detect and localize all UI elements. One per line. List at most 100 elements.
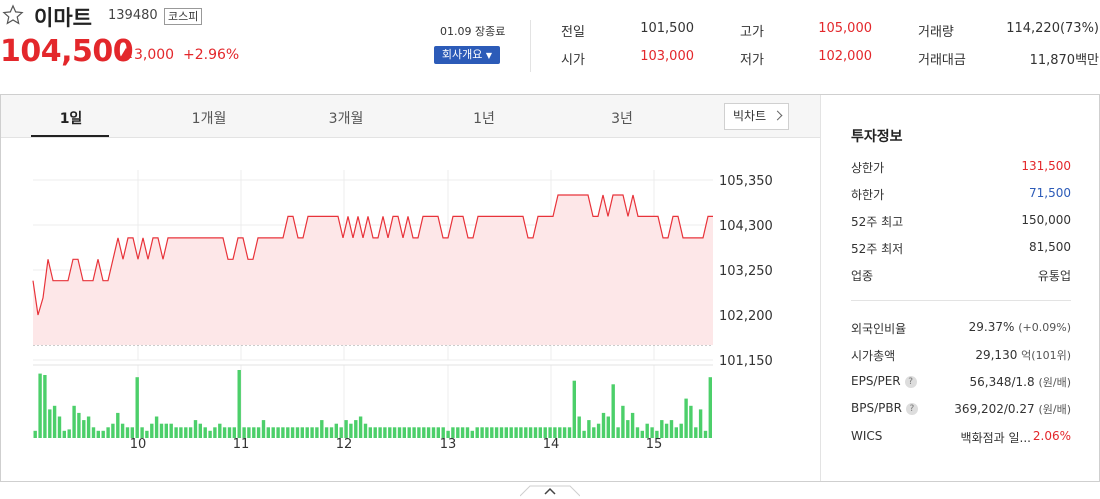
volume-bar — [52, 405, 57, 438]
volume-bar — [582, 430, 586, 438]
wics-value[interactable]: 백화점과 일... — [960, 431, 1031, 445]
up-triangle-icon — [120, 48, 132, 58]
volume-bar — [135, 377, 139, 438]
y-tick-label: 104,300 — [719, 219, 773, 234]
x-tick-label: 12 — [336, 437, 353, 452]
prev-close-label: 전일 — [561, 25, 585, 40]
big-chart-button[interactable]: 빅차트 — [724, 103, 789, 130]
volume-bar — [276, 427, 280, 438]
tab-3year[interactable]: 3년 — [611, 111, 633, 127]
volume-bar — [184, 427, 188, 438]
volume-bar — [407, 427, 411, 438]
market-cap-rank: (101위) — [1031, 349, 1071, 362]
stock-code: 139480 — [108, 8, 158, 23]
tab-1day[interactable]: 1일 — [59, 111, 83, 127]
volume-bar — [91, 427, 96, 438]
volume-bar — [592, 427, 596, 438]
eps-per-label-text: EPS/PER — [851, 374, 901, 388]
market-cap-label: 시가총액 — [851, 349, 896, 363]
market-cap-value: 29,130 억(101위) — [975, 347, 1071, 363]
volume-bar — [596, 423, 601, 438]
volume-bar — [48, 409, 52, 438]
52w-high-value: 150,000 — [1021, 213, 1071, 227]
volume-bar — [227, 427, 232, 438]
info-row-foreign-ratio: 외국인비율 29.37% (+0.09%) — [851, 320, 1071, 338]
chevron-right-icon — [772, 110, 783, 121]
volume-bar — [363, 423, 368, 438]
tab-1month[interactable]: 1개월 — [191, 111, 227, 127]
volume-bar — [261, 420, 266, 438]
tab-3month[interactable]: 3개월 — [328, 111, 364, 127]
sector-value: 유통업 — [1037, 269, 1071, 283]
volume-bar — [57, 416, 62, 438]
volume-bar — [587, 420, 591, 438]
bps-pbr-value: 369,202/0.27 (원/배) — [954, 401, 1071, 417]
volume-bar — [669, 420, 674, 438]
volume-value: 114,220(73%) — [1006, 21, 1099, 36]
volume-bar — [528, 427, 533, 438]
volume-bar — [266, 427, 270, 438]
volume-bar — [305, 427, 309, 438]
volume-bar — [698, 409, 703, 438]
y-tick-label: 102,200 — [719, 309, 773, 324]
volume-bar — [300, 427, 304, 438]
volume-bar — [232, 427, 236, 438]
price-change-rate: +2.96% — [183, 47, 240, 63]
volume-bar — [548, 427, 552, 438]
volume-bar — [446, 430, 450, 438]
volume-bar — [150, 423, 154, 438]
volume-bar — [174, 427, 178, 438]
info-row-wics: WICS 백화점과 일... 2.06% — [851, 429, 1071, 447]
collapse-chevron-icon[interactable] — [520, 482, 580, 497]
volume-bar — [290, 427, 295, 438]
volume-bar — [67, 429, 71, 438]
volume-bar — [524, 427, 528, 438]
volume-bar — [286, 427, 290, 438]
help-icon[interactable]: ? — [904, 376, 917, 388]
info-row-52w-low: 52주 최저 81,500 — [851, 240, 1071, 258]
volume-bar — [402, 427, 406, 438]
price-line — [32, 194, 713, 316]
volume-bar — [475, 427, 479, 438]
bps-pbr-number: 369,202/0.27 — [954, 402, 1035, 416]
volume-bar — [252, 427, 256, 438]
volume-bar — [703, 430, 708, 438]
eps-per-unit: (원/배) — [1038, 376, 1071, 389]
bps-pbr-label-text: BPS/PBR — [851, 401, 902, 415]
info-row-52w-high: 52주 최고 150,000 — [851, 213, 1071, 231]
foreign-ratio-value: 29.37% (+0.09%) — [969, 320, 1071, 334]
help-icon[interactable]: ? — [905, 403, 918, 415]
bps-pbr-label: BPS/PBR? — [851, 401, 918, 415]
x-tick-label: 10 — [130, 437, 147, 452]
company-overview-button[interactable]: 회사개요 ▼ — [434, 46, 500, 64]
x-tick-label: 13 — [440, 437, 457, 452]
favorite-star-icon[interactable] — [2, 4, 24, 26]
volume-bar — [354, 420, 358, 438]
volume-bar — [543, 427, 547, 438]
volume-bar — [388, 427, 392, 438]
volume-bar — [334, 423, 338, 438]
big-chart-label: 빅차트 — [733, 109, 767, 123]
volume-bar — [538, 427, 542, 438]
info-row-sector: 업종 유통업 — [851, 267, 1071, 285]
caret-down-icon: ▼ — [485, 51, 493, 60]
volume-bar — [373, 427, 377, 438]
volume-bar — [441, 427, 445, 438]
volume-bar — [140, 427, 144, 438]
price-chart[interactable]: 105,350 104,300 103,250 102,200 101,150 10 11 1… — [1, 138, 820, 481]
foreign-ratio-change: (+0.09%) — [1018, 321, 1071, 334]
volume-bar — [422, 427, 426, 438]
volume-bar — [650, 427, 654, 438]
52w-low-label: 52주 최저 — [851, 242, 904, 256]
volume-bar — [626, 420, 630, 438]
volume-bar — [504, 427, 508, 438]
volume-bar — [344, 420, 348, 438]
volume-bar — [120, 423, 125, 438]
stock-header: 이마트 139480 코스피 104,500 3,000 +2.96% 01.0… — [0, 0, 1100, 95]
volume-bar — [562, 427, 567, 438]
tab-1year[interactable]: 1년 — [473, 111, 495, 127]
volume-bar — [533, 427, 538, 438]
volume-bar — [577, 416, 581, 438]
active-tab-indicator — [31, 135, 109, 137]
market-badge: 코스피 — [164, 8, 203, 25]
